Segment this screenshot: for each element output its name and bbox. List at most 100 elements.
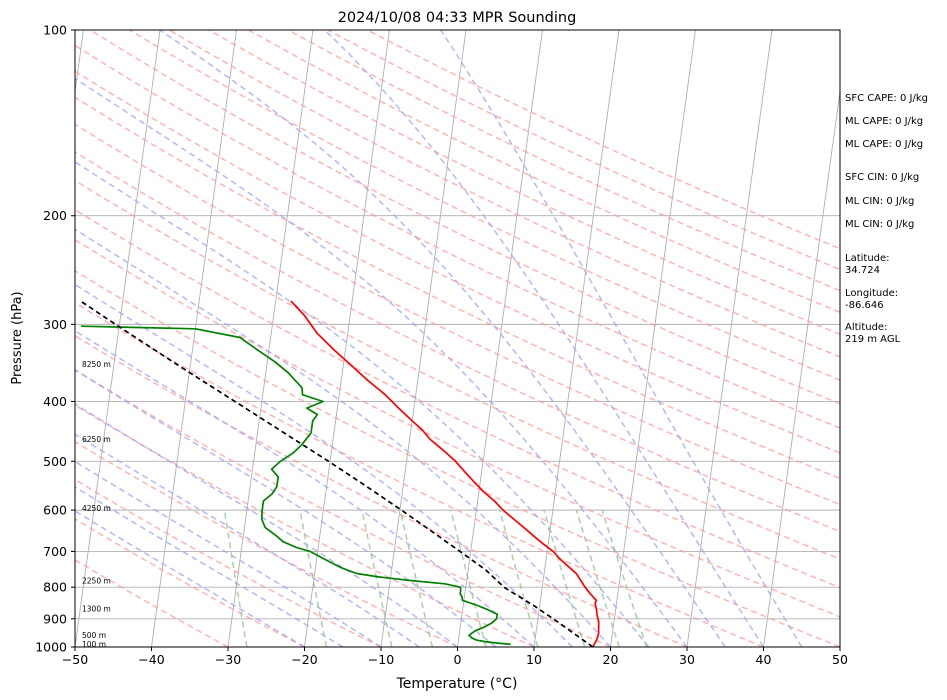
dry-adiabat-80 xyxy=(75,179,840,560)
ml-cape-text: ML CAPE: 0 J/kg xyxy=(845,116,924,127)
moist-adiabat-35 xyxy=(159,30,726,647)
mixing-ratio-20 xyxy=(601,509,648,647)
isotherm-10 xyxy=(533,30,620,647)
mixing-ratio-0.4 xyxy=(223,509,248,647)
y-tick-label: 900 xyxy=(43,611,67,626)
x-axis-label: Temperature (°C) xyxy=(396,676,518,692)
x-tick-label: 50 xyxy=(832,652,848,667)
moist-adiabat-30 xyxy=(75,77,688,647)
isotherm-30 xyxy=(686,30,773,647)
mixing-ratio-12 xyxy=(543,509,586,647)
longitude-label: Longitude: xyxy=(845,288,899,299)
x-tick-label: −50 xyxy=(62,652,88,667)
mixing-ratio-2 xyxy=(361,509,393,647)
x-tick-label: −30 xyxy=(215,652,241,667)
ml-cin-text: ML CIN: 0 J/kg xyxy=(845,196,915,207)
moist-adiabat--20 xyxy=(75,510,305,647)
height-label: 8250 m xyxy=(82,360,111,369)
y-tick-label: 400 xyxy=(43,394,67,409)
x-tick-label: −20 xyxy=(291,652,317,667)
altitude-block: Altitude: 219 m AGL xyxy=(845,322,900,346)
parcel-trace xyxy=(80,300,594,647)
isotherm-20 xyxy=(610,30,696,647)
dry-adiabat-50 xyxy=(75,269,840,647)
mixing-ratio-1 xyxy=(299,509,328,647)
isotherm--40 xyxy=(151,30,237,647)
x-tick-label: 30 xyxy=(679,652,695,667)
mixing-ratio-5 xyxy=(450,509,487,647)
dewpoint-trace xyxy=(80,325,511,646)
y-axis-label: Pressure (hPa) xyxy=(10,291,25,384)
moist-adiabat-45 xyxy=(440,30,803,647)
height-label: 4250 m xyxy=(82,504,111,513)
moist-adiabat-20 xyxy=(75,228,612,647)
altitude-label: Altitude: xyxy=(845,322,888,333)
sfc-cape-text: SFC CAPE: 0 J/kg xyxy=(845,93,928,104)
isotherm--10 xyxy=(380,30,467,647)
dry-adiabat--20 xyxy=(75,518,305,647)
y-tick-label: 700 xyxy=(43,544,67,559)
dry-adiabat-60 xyxy=(75,238,840,618)
moist-adiabat--15 xyxy=(75,486,344,647)
chart-title: 2024/10/08 04:33 MPR Sounding xyxy=(338,10,577,26)
longitude-block: Longitude: -86.646 xyxy=(845,288,898,312)
ml-cape-text-2: ML CAPE: 0 J/kg xyxy=(845,139,924,150)
height-label: 500 m xyxy=(82,631,106,640)
dry-adiabat-160 xyxy=(168,30,840,358)
isotherm--30 xyxy=(227,30,314,647)
moist-adiabat-25 xyxy=(75,161,650,647)
latitude-label: Latitude: xyxy=(845,253,890,264)
temperature-trace xyxy=(290,300,600,647)
moist-adiabat-5 xyxy=(75,369,497,647)
x-tick-label: −10 xyxy=(368,652,394,667)
dry-adiabat-180 xyxy=(248,30,840,314)
dry-adiabat-20 xyxy=(75,368,611,647)
x-tick-label: 10 xyxy=(526,652,542,667)
longitude-value: -86.646 xyxy=(845,300,884,311)
sfc-cin-text: SFC CIN: 0 J/kg xyxy=(845,172,920,183)
latitude-block: Latitude: 34.724 xyxy=(845,253,890,277)
y-tick-label: 200 xyxy=(43,208,67,223)
dry-adiabat-100 xyxy=(75,123,840,506)
dry-adiabat-10 xyxy=(75,404,535,647)
dry-adiabat--10 xyxy=(75,478,382,647)
isotherm--20 xyxy=(304,30,390,647)
moist-adiabat-10 xyxy=(75,329,535,647)
dry-adiabat-0 xyxy=(75,440,458,647)
axes: −50 −40 −30 −20 −10 0 10 20 30 40 50 1000 900 800 700 6… xyxy=(35,23,848,668)
height-label: 2250 m xyxy=(82,576,111,585)
y-tick-label: 100 xyxy=(43,23,67,38)
height-label: 6250 m xyxy=(82,435,111,444)
y-tick-label: 800 xyxy=(43,580,67,595)
dry-adiabat-110 xyxy=(75,96,840,480)
dry-adiabat-140 xyxy=(89,30,840,405)
latitude-value: 34.724 xyxy=(845,265,880,276)
moist-adiabat--5 xyxy=(75,433,420,647)
ml-cin-text-2: ML CIN: 0 J/kg xyxy=(845,219,915,230)
x-tick-label: 0 xyxy=(454,652,462,667)
dry-adiabat-40 xyxy=(75,301,764,647)
dry-adiabat-70 xyxy=(75,208,840,589)
mixing-ratio-16 xyxy=(575,509,621,647)
sounding-traces xyxy=(80,300,600,647)
height-label: 1300 m xyxy=(82,604,111,613)
isotherm--70 xyxy=(0,30,7,647)
moist-adiabat-0 xyxy=(75,403,458,647)
y-tick-label: 500 xyxy=(43,454,67,469)
mixing-ratio-8 xyxy=(499,509,539,647)
reference-lines xyxy=(0,30,840,647)
dry-adiabat-90 xyxy=(75,151,840,533)
y-tick-label: 300 xyxy=(43,317,67,332)
y-tick-label: 1000 xyxy=(35,640,67,655)
dry-adiabat-170 xyxy=(208,30,840,336)
isotherm-0 xyxy=(457,30,543,647)
x-tick-label: 40 xyxy=(756,652,772,667)
dry-adiabat-150 xyxy=(129,30,840,381)
moist-adiabat-40 xyxy=(324,30,765,647)
y-tick-label: 600 xyxy=(43,503,67,518)
moist-adiabat-15 xyxy=(75,283,573,647)
altitude-value: 219 m AGL xyxy=(845,334,901,345)
mixing-ratio-3 xyxy=(399,509,434,647)
